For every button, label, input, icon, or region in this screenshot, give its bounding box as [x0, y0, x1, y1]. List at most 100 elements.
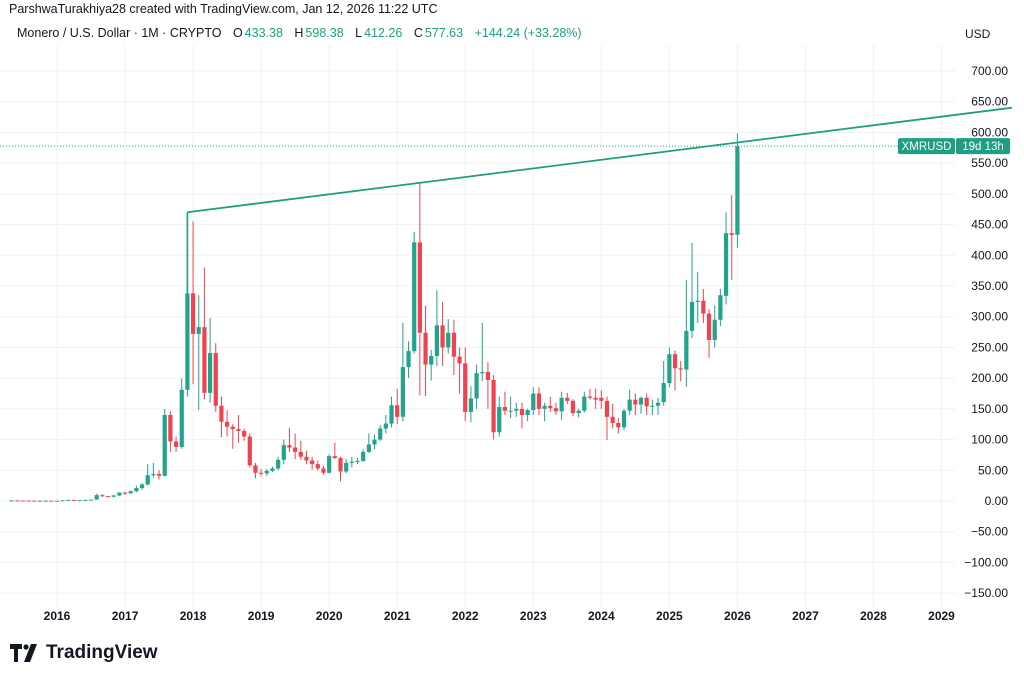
candle-down — [610, 403, 615, 429]
candle-body — [627, 399, 632, 411]
candle-body — [185, 293, 190, 390]
candle-body — [610, 416, 615, 423]
candle-body — [253, 465, 258, 473]
symbol-name[interactable]: Monero / U.S. Dollar · 1M · CRYPTO — [17, 26, 222, 40]
candle-up — [196, 295, 201, 411]
candle-down — [173, 436, 179, 452]
candle-body — [378, 428, 383, 440]
candle-body — [344, 462, 349, 472]
candle-down — [236, 414, 241, 443]
candle-body — [480, 371, 485, 374]
candle-up — [383, 414, 388, 434]
candle-up — [514, 402, 519, 417]
candle-body — [315, 464, 320, 469]
candle-down — [553, 402, 559, 415]
candle-body — [576, 410, 581, 414]
candle-up — [111, 494, 116, 498]
candle-body — [349, 461, 354, 463]
candle-down — [491, 375, 496, 440]
price-tick-label: −50.00 — [971, 525, 1008, 539]
candle-body — [604, 400, 610, 417]
candle-body — [298, 451, 303, 457]
candle-body — [440, 325, 445, 348]
candle-up — [434, 290, 439, 366]
candle-body — [190, 293, 196, 334]
candle-down — [519, 402, 525, 429]
candle-down — [729, 195, 734, 280]
symbol-legend: Monero / U.S. Dollar · 1M · CRYPTO O 433.… — [17, 26, 584, 40]
trendline-layer[interactable] — [186, 106, 1013, 294]
candle-body — [54, 500, 60, 502]
candle-down — [672, 350, 678, 391]
candle-body — [474, 373, 479, 399]
candle-up — [542, 402, 547, 422]
candle-up — [207, 317, 213, 403]
time-tick-label: 2028 — [860, 609, 887, 623]
candle-up — [372, 434, 377, 450]
candle-body — [287, 445, 292, 448]
trendline[interactable] — [187, 106, 1013, 214]
candle-up — [531, 387, 536, 415]
candle-up — [139, 483, 145, 490]
price-axis[interactable]: 700.00 650.00 600.00 550.00 500.00 450.00 400.… — [964, 64, 1008, 600]
price-tick-label: 450.00 — [971, 218, 1008, 232]
candle-body — [548, 405, 553, 409]
candle-body — [667, 354, 672, 384]
candle-up — [378, 424, 383, 441]
tradingview-logo-icon — [10, 644, 37, 662]
candle-body — [327, 456, 332, 473]
high-label: H — [294, 26, 304, 40]
candle-body — [111, 495, 116, 497]
candle-up — [66, 499, 71, 501]
candle-up — [83, 499, 88, 501]
candle-up — [576, 408, 581, 418]
candle-body — [514, 408, 519, 411]
candle-down — [485, 362, 491, 409]
tradingview-logo[interactable]: TradingView — [10, 642, 158, 664]
candle-body — [672, 354, 678, 369]
candle-down — [587, 389, 593, 400]
candle-up — [718, 289, 723, 326]
countdown-tag — [956, 138, 1010, 155]
currency-label[interactable]: USD — [965, 27, 991, 41]
candle-up — [60, 500, 65, 502]
candle-body — [593, 397, 598, 400]
candle-down — [26, 500, 31, 502]
candle-up — [162, 408, 167, 477]
candle-body — [196, 327, 201, 334]
time-tick-label: 2020 — [316, 609, 343, 623]
candle-body — [117, 492, 122, 496]
candle-body — [202, 327, 207, 393]
time-tick-label: 2018 — [180, 609, 207, 623]
candle-body — [582, 396, 587, 411]
candle-body — [355, 461, 360, 463]
candle-body — [491, 379, 496, 433]
candle-down — [293, 433, 298, 460]
candle-down — [32, 500, 37, 502]
candle-body — [105, 496, 111, 498]
low-label: L — [355, 26, 363, 40]
candle-up — [37, 500, 43, 502]
candle-body — [706, 313, 712, 341]
candle-body — [338, 457, 343, 472]
candle-down — [395, 388, 400, 425]
candle-up — [355, 457, 360, 465]
candle-down — [100, 494, 105, 498]
candle-up — [117, 492, 122, 497]
candle-down — [633, 393, 638, 415]
price-tick-label: 350.00 — [971, 279, 1008, 293]
candle-down — [49, 500, 54, 502]
price-tick-label: 650.00 — [971, 95, 1008, 109]
candle-body — [213, 352, 218, 406]
candle-up — [667, 347, 672, 388]
time-tick-label: 2026 — [724, 609, 751, 623]
candle-up — [281, 439, 286, 465]
candle-body — [701, 300, 706, 314]
time-axis[interactable]: 2016 2017 2018 2019 2020 2021 2022 2023 2024 2025… — [44, 600, 1024, 630]
candle-body — [638, 397, 644, 405]
candle-up — [559, 391, 564, 420]
candle-up — [684, 279, 689, 387]
candle-body — [321, 468, 326, 473]
candle-body — [145, 475, 150, 485]
